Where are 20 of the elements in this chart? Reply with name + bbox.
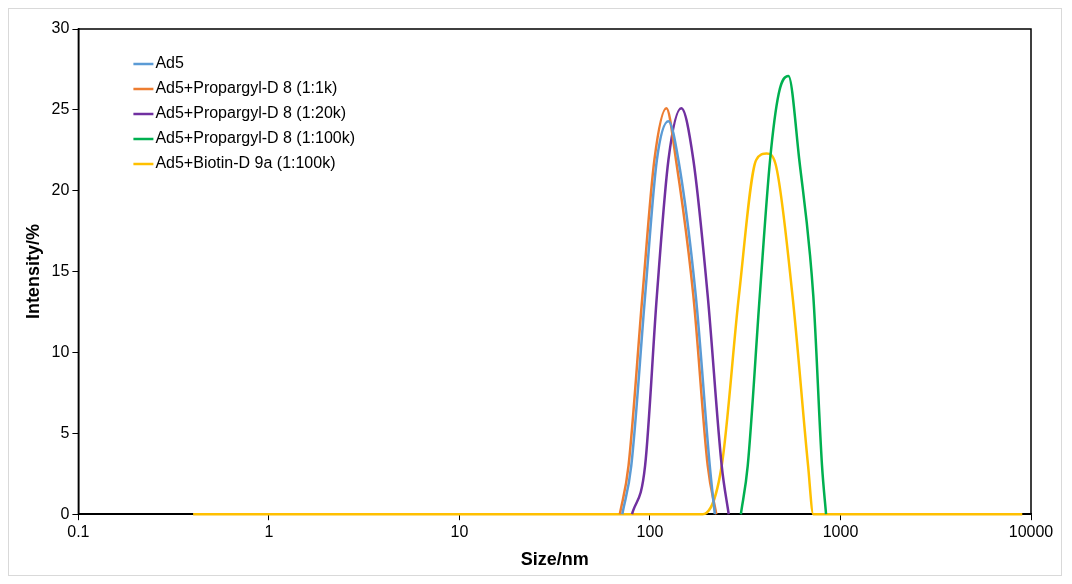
y-axis-title: Intensity/%: [22, 224, 43, 320]
x-axis-title: Size/nm: [520, 549, 589, 570]
y-tick-label: 10: [51, 342, 70, 360]
x-tick-label: 1000: [822, 523, 859, 541]
legend-label: Ad5+Biotin-D 9a (1:100k): [155, 154, 336, 172]
legend-label: Ad5+Propargyl-D 8 (1:100k): [155, 129, 356, 147]
y-tick-label: 5: [60, 423, 70, 441]
x-tick-label: 100: [636, 523, 664, 541]
y-tick-label: 30: [51, 19, 70, 37]
legend-label: Ad5+Propargyl-D 8 (1:20k): [155, 104, 347, 122]
y-tick-label: 15: [51, 262, 70, 280]
y-tick-label: 25: [51, 100, 70, 118]
y-tick-label: 20: [51, 181, 70, 199]
x-tick-label: 10: [450, 523, 469, 541]
x-tick-label: 0.1: [67, 523, 90, 541]
legend-label: Ad5+Propargyl-D 8 (1:1k): [155, 79, 338, 97]
legend-label: Ad5: [155, 54, 184, 72]
y-tick-label: 0: [60, 504, 70, 522]
x-tick-label: 1: [264, 523, 274, 541]
x-tick-label: 10000: [1008, 523, 1054, 541]
